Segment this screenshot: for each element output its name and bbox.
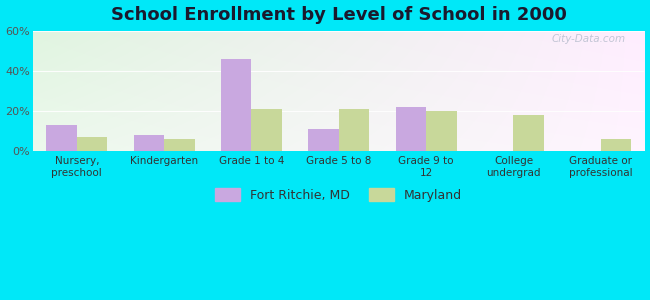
Bar [396,106,426,151]
Bar [46,124,77,151]
Bar [514,115,544,151]
Bar [252,109,282,151]
Bar [601,139,631,151]
Bar [164,139,194,151]
Title: School Enrollment by Level of School in 2000: School Enrollment by Level of School in … [111,6,567,24]
Bar [133,135,164,151]
Text: City-Data.com: City-Data.com [552,34,626,44]
Bar [339,109,369,151]
Bar [77,136,107,151]
Bar [426,111,457,151]
Legend: Fort Ritchie, MD, Maryland: Fort Ritchie, MD, Maryland [211,183,467,207]
Bar [221,58,252,151]
Bar [308,129,339,151]
